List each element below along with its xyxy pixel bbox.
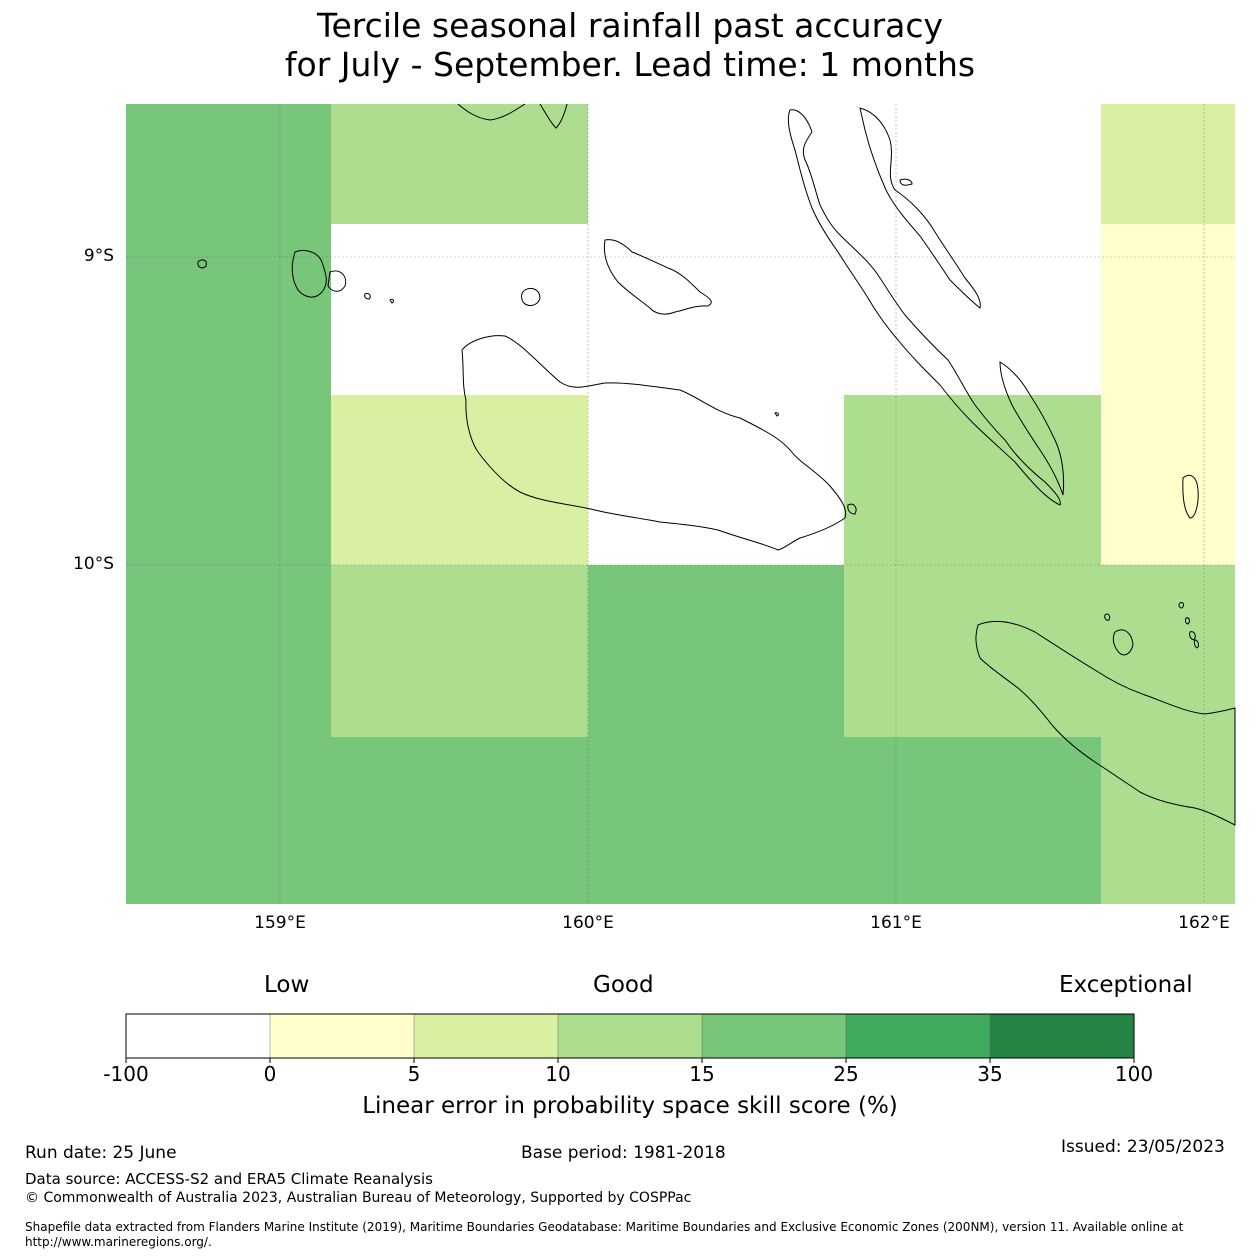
islet	[389, 298, 394, 304]
issued-date: Issued: 23/05/2023	[1061, 1137, 1225, 1157]
base-period: Base period: 1981-2018	[521, 1143, 726, 1163]
island-santa-isabel-2	[539, 103, 568, 129]
colorbar-tick-label: 0	[263, 1062, 277, 1086]
category-low: Low	[264, 972, 310, 998]
lat-label-10s: 10°S	[73, 554, 114, 574]
grid-cell	[331, 224, 588, 395]
grid-cell	[588, 104, 844, 565]
shapefile-credit-line-2: http://www.marineregions.org/.	[25, 1235, 212, 1249]
grid-cell	[331, 104, 588, 224]
lat-label-9s: 9°S	[83, 246, 114, 266]
lon-label-161e: 161°E	[870, 913, 922, 933]
island-small-malaita	[999, 361, 1065, 496]
colorbar-bin	[990, 1014, 1134, 1058]
colorbar-tick-label: 5	[407, 1062, 421, 1086]
grid-cell	[126, 104, 331, 904]
colorbar-bin	[270, 1014, 414, 1058]
lon-label-159e: 159°E	[254, 913, 306, 933]
island-ulawa	[1182, 474, 1199, 519]
category-good: Good	[593, 972, 654, 998]
island-uki	[1112, 629, 1134, 656]
lon-label-160e: 160°E	[562, 913, 614, 933]
colorbar-bin	[126, 1014, 270, 1058]
chart-title-line-2: for July - September. Lead time: 1 month…	[284, 45, 976, 84]
grid-cell	[331, 395, 588, 565]
category-exceptional: Exceptional	[1059, 972, 1193, 998]
island-malaita	[787, 109, 1061, 506]
grid-cell	[1101, 565, 1235, 904]
copyright: © Commonwealth of Australia 2023, Austra…	[25, 1190, 692, 1206]
colorbar-bin	[846, 1014, 990, 1058]
islet	[847, 503, 857, 515]
run-date: Run date: 25 June	[25, 1143, 177, 1163]
colorbar-tick-label: 15	[689, 1062, 715, 1086]
skill-grid	[126, 104, 1235, 904]
islet	[1193, 639, 1199, 649]
colorbar-tick-label: 35	[977, 1062, 1003, 1086]
island-savo	[521, 287, 541, 306]
colorbar-tick-label: 100	[1114, 1062, 1154, 1086]
colorbar-frame	[125, 1013, 1135, 1059]
islet	[197, 259, 207, 269]
shapefile-credit-line-1: Shapefile data extracted from Flanders M…	[25, 1220, 1184, 1234]
colorbar-bin	[702, 1014, 846, 1058]
island-nggela	[603, 239, 712, 315]
grid-cell	[1101, 224, 1235, 565]
colorbar-tick-label: 10	[545, 1062, 571, 1086]
chart-title-line-1: Tercile seasonal rainfall past accuracy	[316, 6, 944, 45]
colorbar-tick-label: 25	[833, 1062, 859, 1086]
grid-cell	[1101, 104, 1235, 224]
colorbar-label: Linear error in probability space skill …	[362, 1093, 898, 1119]
colorbar-bin	[414, 1014, 558, 1058]
gridlines	[126, 104, 1235, 904]
islet	[1178, 602, 1184, 609]
grid-cell	[844, 395, 1101, 737]
data-source: Data source: ACCESS-S2 and ERA5 Climate …	[25, 1170, 433, 1188]
grid-cell	[844, 104, 1101, 395]
islet	[1104, 613, 1111, 621]
islet	[899, 178, 913, 186]
coastlines	[197, 103, 1236, 826]
grid-cell	[844, 737, 1101, 904]
shapefile-credit: Shapefile data extracted from Flanders M…	[25, 1220, 1225, 1250]
lon-label-162e: 162°E	[1178, 913, 1230, 933]
island-russell-2	[327, 270, 347, 292]
islet	[1184, 617, 1190, 625]
islet	[1189, 631, 1196, 641]
colorbar-bin	[558, 1014, 702, 1058]
islet	[364, 293, 371, 300]
island-guadalcanal	[461, 335, 847, 551]
island-santa-isabel	[457, 103, 526, 121]
grid-cell	[588, 565, 844, 904]
grid-cell	[331, 737, 588, 904]
island-malaita-east	[859, 107, 981, 309]
colorbar-tick-label: -100	[103, 1062, 149, 1086]
island-russell	[291, 249, 327, 298]
grid-cell	[331, 565, 588, 737]
colorbar	[125, 1013, 1135, 1063]
island-makira	[975, 621, 1236, 826]
islet	[774, 412, 779, 417]
